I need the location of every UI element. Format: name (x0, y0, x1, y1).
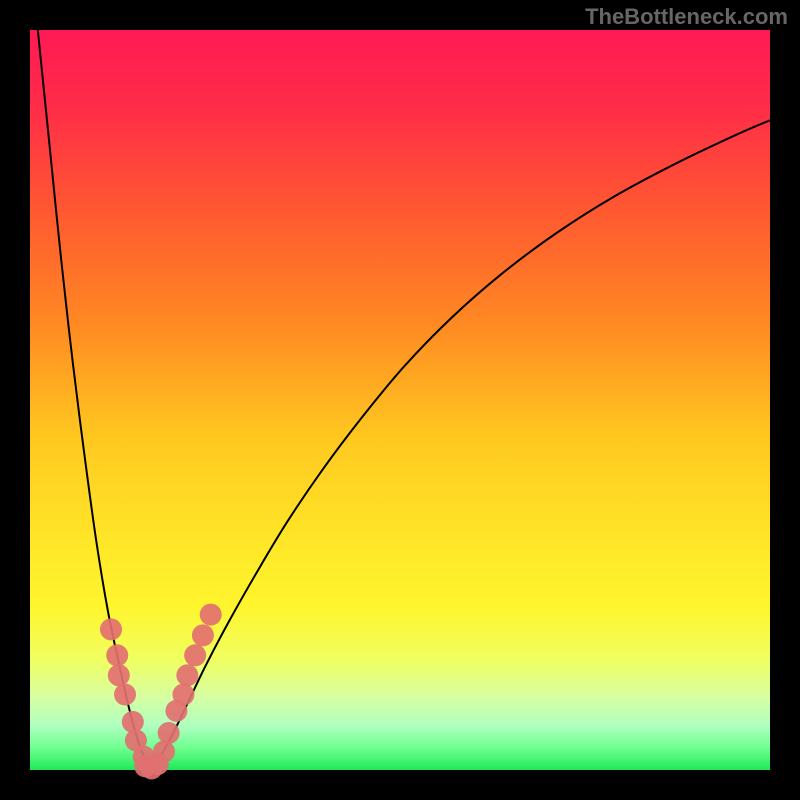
scatter-dot (158, 722, 180, 744)
watermark-text: TheBottleneck.com (585, 4, 788, 30)
chart-canvas: TheBottleneck.com (0, 0, 800, 800)
scatter-dot (153, 741, 175, 763)
scatter-dot (106, 644, 128, 666)
plot-background (30, 30, 770, 770)
scatter-dot (114, 684, 136, 706)
scatter-dot (100, 618, 122, 640)
scatter-dot (192, 624, 214, 646)
scatter-dot (108, 664, 130, 686)
bottleneck-chart (0, 0, 800, 800)
scatter-dot (122, 711, 144, 733)
scatter-dot (172, 684, 194, 706)
scatter-dot (176, 664, 198, 686)
scatter-dot (184, 644, 206, 666)
scatter-dot (200, 604, 222, 626)
